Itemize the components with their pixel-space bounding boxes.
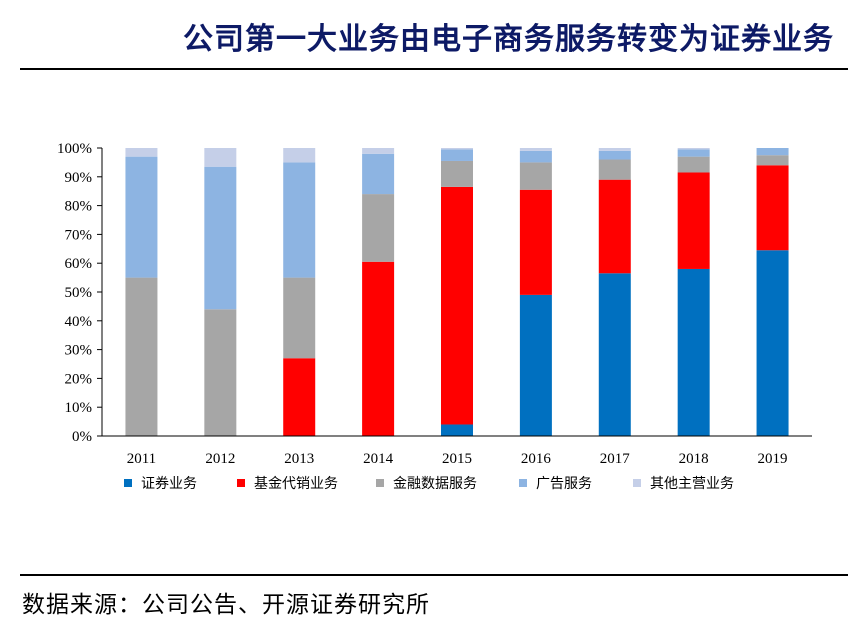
bar-segment-2018 (677, 148, 710, 150)
data-source-note: 数据来源：公司公告、开源证券研究所 (22, 592, 430, 618)
bar-segment-2016 (519, 162, 552, 190)
bar-segment-2014 (362, 194, 395, 262)
bar-segment-2019 (756, 250, 789, 436)
bar-segment-2018 (677, 149, 710, 157)
bar-segment-2016 (519, 148, 552, 151)
bar-segment-2011 (125, 277, 158, 436)
bar-segment-2015 (441, 424, 473, 436)
y-tick-label: 30% (65, 343, 93, 359)
legend-label: 其他主营业务 (650, 476, 734, 492)
stacked-bar-chart: 0% 10% 20% 30% 40% 50% 60% 70% 80% 90% 100% 2011 201… (57, 141, 812, 492)
page-title: 公司第一大业务由电子商务服务转变为证券业务 (183, 22, 834, 57)
bar-segment-2017 (598, 148, 631, 151)
legend-label: 基金代销业务 (254, 475, 338, 492)
bar-segment-2013 (283, 277, 316, 359)
y-tick-label: 40% (65, 314, 93, 330)
bar-segment-2018 (677, 172, 710, 269)
x-tick-label: 2016 (521, 451, 552, 467)
legend-swatch (124, 479, 132, 487)
bar-segment-2014 (362, 153, 395, 195)
y-tick-label: 0% (72, 429, 92, 445)
legend-swatch (519, 479, 527, 487)
bar-segment-2016 (519, 294, 552, 436)
bar-segment-2013 (283, 148, 316, 163)
bar-segment-2018 (677, 268, 710, 436)
bar-segment-2015 (441, 148, 473, 150)
bar-segment-2017 (598, 273, 631, 436)
x-tick-label: 2012 (205, 451, 235, 467)
y-tick-label: 80% (65, 199, 93, 215)
bar-segment-2013 (283, 162, 316, 278)
legend-swatch (633, 479, 641, 487)
legend-swatch (376, 479, 384, 487)
bar-segment-2014 (362, 148, 395, 154)
x-tick-label: 2019 (758, 451, 788, 467)
bar-segment-2012 (204, 166, 237, 310)
bar-segment-2016 (519, 189, 552, 295)
y-tick-label: 50% (65, 285, 93, 301)
bar-segment-2015 (441, 149, 473, 161)
bar-segment-2015 (441, 186, 473, 425)
bar-segment-2011 (125, 148, 158, 157)
bar-segment-2013 (283, 358, 316, 436)
legend-label: 广告服务 (536, 476, 592, 492)
bar-segment-2015 (441, 160, 473, 187)
bar-segment-2018 (677, 156, 710, 173)
legend-label: 金融数据服务 (393, 476, 477, 492)
bar-segment-2017 (598, 179, 631, 274)
bottom-divider (20, 574, 848, 576)
x-tick-label: 2014 (363, 451, 394, 467)
bar-segment-2019 (756, 155, 789, 166)
bar-segment-2012 (204, 309, 237, 436)
legend-swatch (237, 479, 245, 487)
y-tick-label: 100% (57, 141, 92, 157)
y-tick-label: 90% (65, 170, 93, 186)
x-tick-label: 2011 (127, 451, 156, 467)
bar-segment-2019 (756, 148, 789, 156)
bar-segment-2016 (519, 150, 552, 163)
x-tick-label: 2013 (284, 451, 314, 467)
y-tick-label: 10% (65, 400, 93, 416)
y-tick-label: 70% (65, 227, 93, 243)
legend-label: 证券业务 (141, 476, 197, 492)
bar-segment-2017 (598, 159, 631, 180)
y-tick-label: 20% (65, 371, 93, 387)
y-tick-label: 60% (65, 256, 93, 272)
bar-segment-2012 (204, 148, 237, 167)
bar-segment-2011 (125, 156, 158, 278)
bar-segment-2019 (756, 165, 789, 251)
bar-segment-2017 (598, 150, 631, 160)
x-tick-label: 2017 (600, 451, 631, 467)
x-tick-label: 2018 (679, 451, 709, 467)
x-tick-label: 2015 (442, 451, 472, 467)
top-divider (20, 68, 848, 70)
bar-segment-2014 (362, 261, 395, 436)
